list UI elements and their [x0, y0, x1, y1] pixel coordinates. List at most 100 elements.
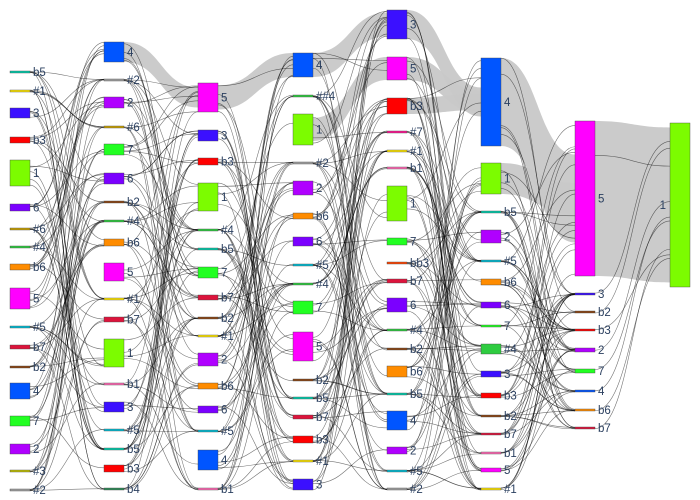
node-c4-5[interactable] [386, 56, 408, 81]
node-c4-h2[interactable] [386, 487, 408, 491]
node-c3-1[interactable] [292, 113, 314, 146]
node-c2-b7[interactable] [197, 294, 219, 301]
node-c0-b6[interactable] [9, 263, 31, 271]
node-c5-6[interactable] [480, 301, 502, 309]
node-c3-h1[interactable] [292, 459, 314, 463]
node-c0-b7[interactable] [9, 344, 31, 350]
node-c4-b7[interactable] [386, 278, 408, 284]
node-c2-b2[interactable] [197, 316, 219, 320]
node-c0-h3[interactable] [9, 469, 31, 473]
node-c1-4[interactable] [103, 41, 125, 63]
node-c6-b6[interactable] [574, 408, 596, 412]
node-c6-5[interactable] [574, 120, 596, 277]
node-c3-3[interactable] [292, 478, 314, 491]
node-c4-3[interactable] [386, 9, 408, 40]
node-c4-b3[interactable] [386, 97, 408, 115]
node-c4-h7[interactable] [386, 130, 408, 134]
node-c4-2[interactable] [386, 446, 408, 455]
node-c3-2[interactable] [292, 180, 314, 196]
node-c0-h4[interactable] [9, 245, 31, 249]
node-c1-3[interactable] [103, 401, 125, 413]
node-c4-b6[interactable] [386, 365, 408, 378]
node-c1-h5[interactable] [103, 428, 125, 432]
node-c5-b7[interactable] [480, 432, 502, 436]
node-c3-b3[interactable] [292, 435, 314, 444]
node-c5-3[interactable] [480, 370, 502, 378]
node-c1-b1[interactable] [103, 382, 125, 386]
node-c3-h4[interactable] [292, 282, 314, 286]
node-c1-b2[interactable] [103, 200, 125, 204]
node-c2-3[interactable] [197, 129, 219, 142]
node-c5-5[interactable] [480, 467, 502, 473]
node-c4-h5[interactable] [386, 469, 408, 473]
node-c4-bb3[interactable] [386, 261, 408, 265]
node-c4-7[interactable] [386, 237, 408, 246]
node-c0-h5[interactable] [9, 325, 31, 329]
node-c6-b7[interactable] [574, 426, 596, 430]
node-c1-7[interactable] [103, 143, 125, 156]
node-c3-b6[interactable] [292, 212, 314, 220]
node-c5-h5[interactable] [480, 259, 502, 263]
node-c6-4[interactable] [574, 389, 596, 393]
node-c4-b1[interactable] [386, 166, 408, 170]
node-c1-h2[interactable] [103, 78, 125, 82]
node-c2-b5[interactable] [197, 247, 219, 251]
node-c0-b5[interactable] [9, 70, 31, 74]
node-c1-h4[interactable] [103, 219, 125, 223]
node-c3-h5[interactable] [292, 263, 314, 267]
node-c5-b3[interactable] [480, 392, 502, 399]
node-c5-2[interactable] [480, 229, 502, 244]
node-c2-b6[interactable] [197, 382, 219, 390]
node-c4-b5[interactable] [386, 392, 408, 396]
node-c4-1[interactable] [386, 185, 408, 222]
node-c3-b7[interactable] [292, 414, 314, 420]
node-c3-6[interactable] [292, 236, 314, 247]
node-c2-6[interactable] [197, 405, 219, 414]
node-c2-h4[interactable] [197, 228, 219, 232]
node-c4-h1[interactable] [386, 149, 408, 153]
node-c4-b2[interactable] [386, 347, 408, 351]
node-c0-b2[interactable] [9, 365, 31, 369]
node-c2-b3[interactable] [197, 157, 219, 166]
node-c2-7[interactable] [197, 266, 219, 279]
node-c1-b4[interactable] [103, 487, 125, 491]
node-c3-7[interactable] [292, 300, 314, 315]
node-c0-3[interactable] [9, 107, 31, 119]
node-c0-h2[interactable] [9, 488, 31, 492]
node-c2-2[interactable] [197, 352, 219, 367]
node-c3-b5[interactable] [292, 396, 314, 400]
node-c5-1[interactable] [480, 162, 502, 195]
node-c3-4[interactable] [292, 52, 314, 78]
node-c0-6[interactable] [9, 203, 31, 212]
node-c1-b5[interactable] [103, 447, 125, 451]
node-c0-5[interactable] [9, 287, 31, 310]
node-c3-h2[interactable] [292, 161, 314, 165]
node-c2-1[interactable] [197, 182, 219, 212]
node-c0-h6[interactable] [9, 227, 31, 231]
node-c0-h1[interactable] [9, 89, 31, 93]
node-c0-2[interactable] [9, 443, 31, 455]
node-c2-b1[interactable] [197, 487, 219, 491]
node-c3-5[interactable] [292, 331, 314, 362]
node-c2-4[interactable] [197, 449, 219, 471]
node-c5-b5[interactable] [480, 210, 502, 214]
node-c1-h6[interactable] [103, 125, 125, 129]
node-c5-h1[interactable] [480, 487, 502, 491]
node-c1-6[interactable] [103, 172, 125, 185]
node-c3-hh4[interactable] [292, 94, 314, 98]
node-c2-h1[interactable] [197, 334, 219, 338]
node-c1-b7[interactable] [103, 316, 125, 323]
node-c5-b6[interactable] [480, 278, 502, 286]
node-c1-1[interactable] [103, 338, 125, 368]
node-c7-1[interactable] [669, 122, 691, 288]
node-c2-h5[interactable] [197, 429, 219, 433]
node-c5-b2[interactable] [480, 414, 502, 418]
node-c5-b1[interactable] [480, 451, 502, 455]
node-c6-b2[interactable] [574, 310, 596, 314]
node-c6-2[interactable] [574, 347, 596, 353]
node-c0-4[interactable] [9, 382, 31, 400]
node-c6-7[interactable] [574, 368, 596, 374]
node-c2-5[interactable] [197, 82, 219, 113]
node-c1-5[interactable] [103, 262, 125, 282]
node-c1-b6[interactable] [103, 238, 125, 247]
